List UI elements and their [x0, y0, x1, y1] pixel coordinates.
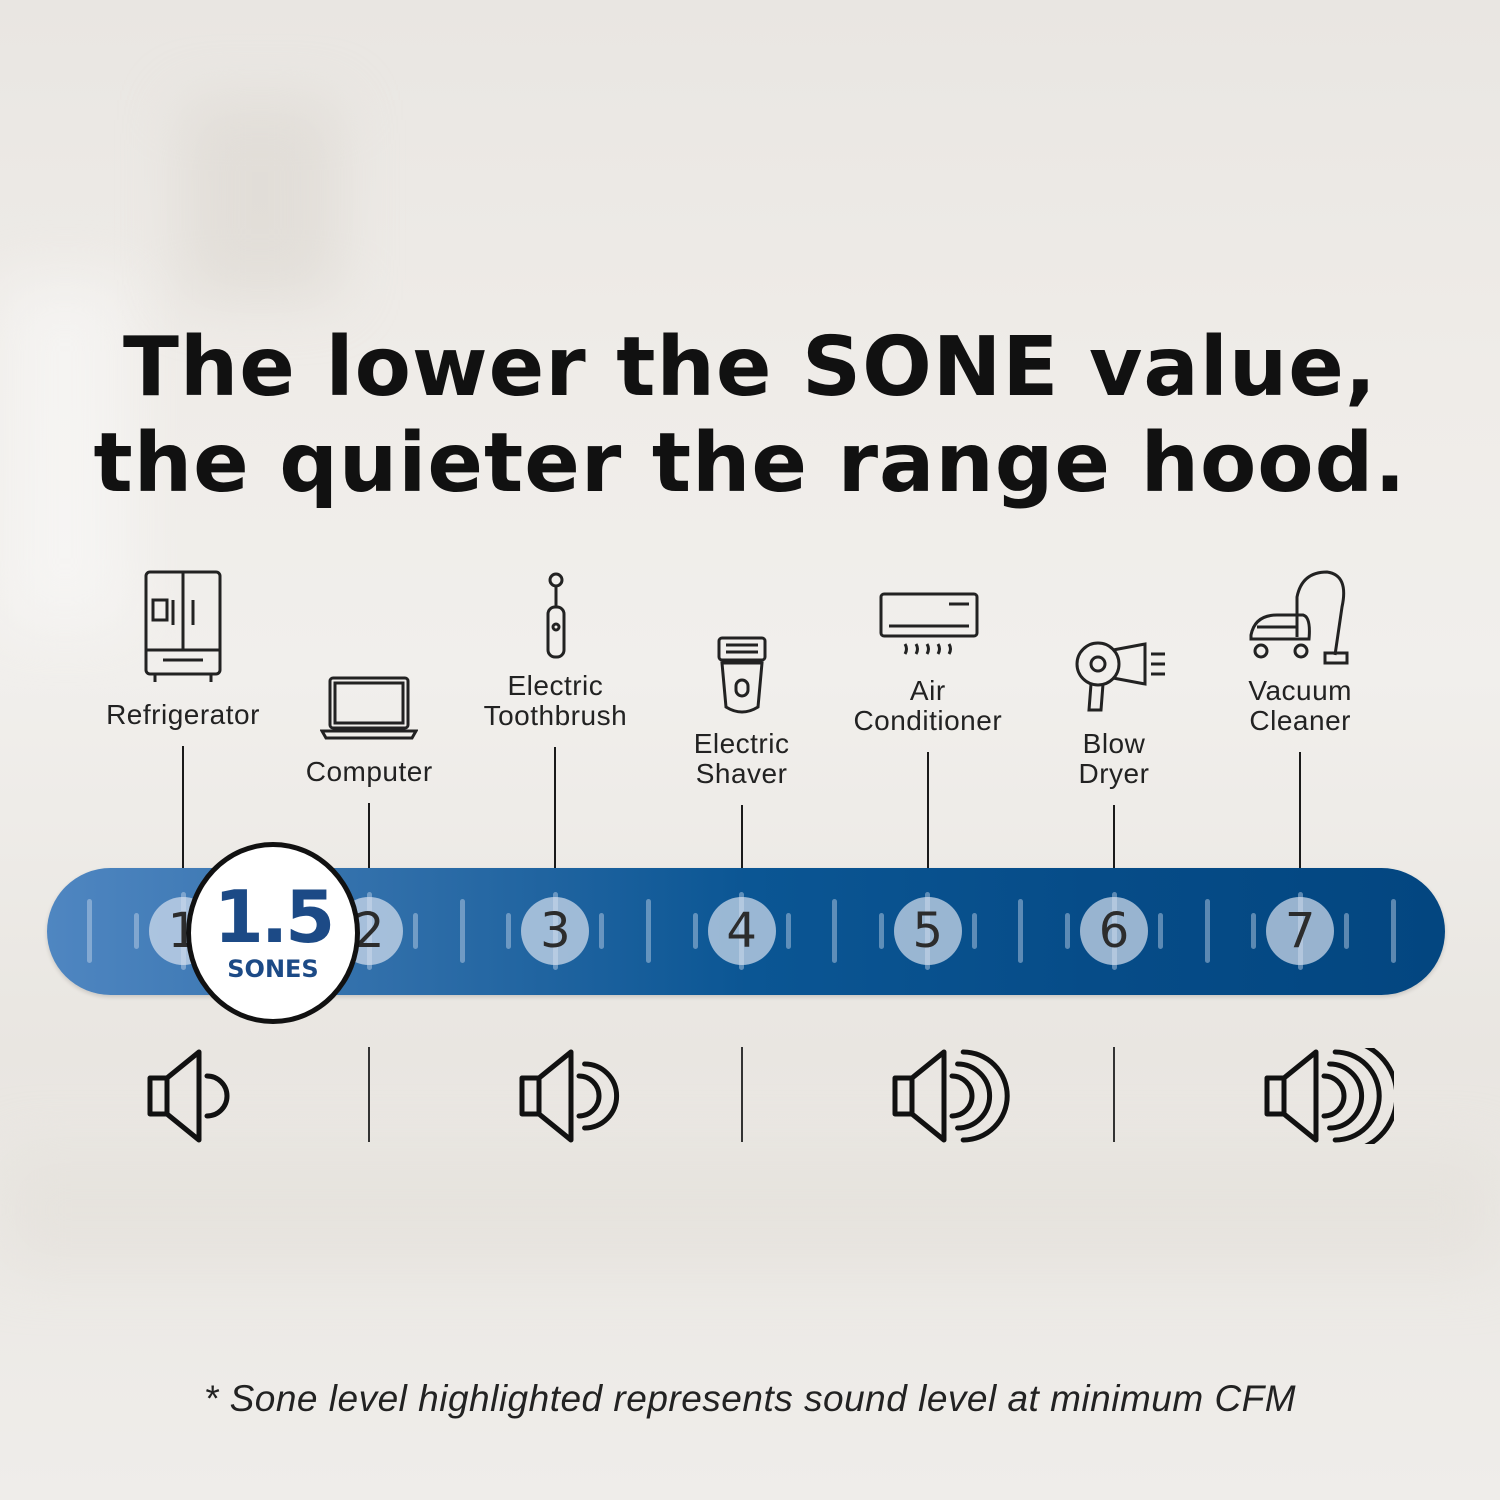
scale-tick: [599, 913, 605, 949]
scale-tick: [832, 899, 838, 963]
scale-tick: [1064, 913, 1070, 949]
highlight-unit: SONES: [227, 955, 319, 983]
scale-tick: [692, 913, 698, 949]
scale-number-4: 4: [707, 897, 776, 965]
scale-tick: [87, 899, 93, 963]
hair-dryer-icon: [1075, 641, 1165, 712]
scale-tick: [1251, 913, 1257, 949]
label-line-1: Refrigerator: [106, 699, 260, 730]
speaker-volume-2-icon: [519, 1049, 620, 1143]
volume-divider: [1113, 1047, 1115, 1142]
scale-number-3: 3: [521, 897, 590, 965]
label-line-1: Computer: [305, 756, 433, 787]
scale-tick: [1158, 913, 1164, 949]
scale-tick: [413, 913, 419, 949]
headline: The lower the SONE value, the quieter th…: [0, 320, 1500, 512]
refrigerator-icon: [144, 570, 222, 682]
volume-divider: [368, 1047, 371, 1142]
headline-line-2: the quieter the range hood.: [93, 416, 1407, 511]
leader-line: [182, 746, 184, 931]
footnote: * Sone level highlighted represents soun…: [203, 1378, 1297, 1419]
speaker-volume-1-icon: [147, 1049, 230, 1143]
label-line-2: Shaver: [695, 758, 788, 789]
laptop-icon: [320, 676, 418, 740]
shaver-icon: [717, 636, 767, 714]
appliance-label: Blow Dryer: [994, 729, 1234, 789]
scale-tick: [646, 899, 651, 963]
scale-tick: [878, 913, 884, 949]
appliance-label: Electric Shaver: [622, 729, 862, 789]
scale-number-7: 7: [1266, 897, 1335, 965]
speaker-volume-4-icon: [1264, 1048, 1395, 1144]
scale-tick: [1390, 899, 1396, 963]
background-counter: [0, 1150, 1500, 1270]
scale-tick: [1018, 899, 1024, 963]
highlight-sone-badge: 1.5 SONES: [186, 842, 360, 1024]
leader-line: [368, 803, 371, 931]
appliance-label: Air Conditioner: [808, 676, 1048, 736]
scale-tick: [459, 899, 465, 963]
scale-tick: [785, 913, 791, 949]
appliance-label: Computer: [249, 757, 489, 787]
volume-divider: [740, 1047, 743, 1142]
label-line-1: Air: [909, 675, 946, 706]
toothbrush-icon: [546, 572, 566, 659]
label-line-2: Dryer: [1078, 758, 1150, 789]
scale-number-5: 5: [893, 897, 962, 965]
leader-line: [1299, 752, 1302, 931]
vacuum-icon: [1249, 570, 1349, 665]
label-line-2: Conditioner: [853, 705, 1003, 736]
headline-line-1: The lower the SONE value,: [123, 320, 1377, 415]
label-line-2: Cleaner: [1249, 705, 1351, 736]
air-conditioner-icon: [879, 592, 979, 655]
scale-tick: [133, 913, 139, 949]
label-line-1: Electric: [507, 670, 604, 701]
appliance-label: Electric Toothbrush: [435, 671, 675, 731]
label-line-1: Electric: [693, 728, 790, 759]
leader-line: [554, 747, 557, 931]
appliance-label: Refrigerator: [63, 700, 303, 730]
leader-line: [926, 752, 929, 931]
label-line-1: Blow: [1082, 728, 1146, 759]
background-cabinet: [180, 100, 340, 300]
scale-number-6: 6: [1080, 897, 1148, 965]
speaker-volume-3-icon: [892, 1049, 1010, 1143]
scale-tick: [506, 913, 512, 949]
label-line-2: Toothbrush: [483, 700, 628, 731]
background-window: [0, 280, 130, 630]
label-line-1: Vacuum: [1248, 675, 1352, 706]
scale-tick: [1204, 899, 1210, 963]
highlight-value: 1.5: [213, 875, 336, 959]
scale-tick: [1344, 913, 1350, 949]
appliance-label: Vacuum Cleaner: [1180, 676, 1420, 736]
scale-tick: [971, 913, 977, 949]
